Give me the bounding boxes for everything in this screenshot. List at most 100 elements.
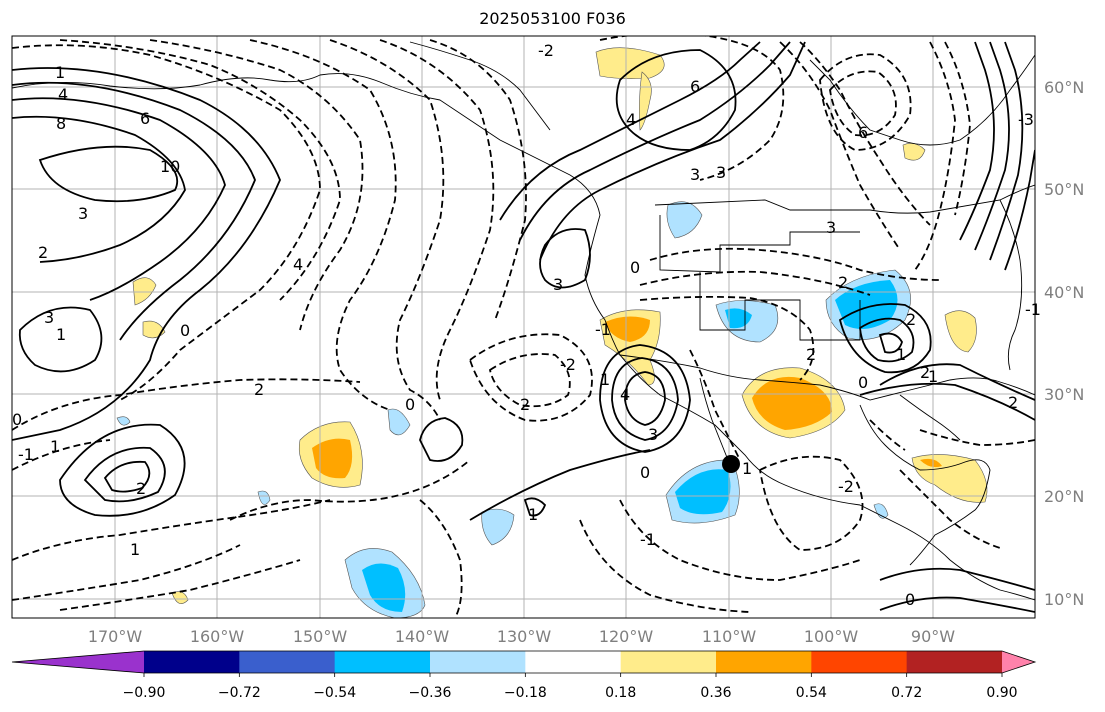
cool-patch	[116, 416, 131, 426]
contour-label: 1	[50, 437, 60, 456]
colorbar-segment	[811, 651, 908, 673]
colorbar-tick-label: −0.54	[313, 685, 356, 701]
warm-patch	[595, 47, 665, 79]
negative-contours	[12, 36, 1035, 618]
colorbar-segment	[334, 651, 431, 673]
colorbar-tick-label: −0.90	[123, 685, 166, 701]
coastlines	[12, 41, 1035, 601]
contour-label: 0	[640, 463, 650, 482]
contour-label: 2	[920, 363, 930, 382]
contour-label: 0	[12, 410, 22, 429]
lon-label: 120°W	[599, 627, 654, 646]
colorbar-tick-label: 0.54	[796, 685, 827, 701]
contour-label: -3	[1018, 110, 1034, 129]
lon-label: 170°W	[88, 627, 143, 646]
lon-label: 90°W	[911, 627, 955, 646]
contour-label: 0	[630, 258, 640, 277]
lat-label: 30°N	[1044, 385, 1084, 404]
lon-label: 160°W	[190, 627, 245, 646]
colorbar-tick-label: −0.72	[218, 685, 261, 701]
warm-patch	[132, 277, 157, 306]
cool-patch	[362, 563, 406, 612]
contour-label: 2	[254, 380, 264, 399]
lat-label: 40°N	[1044, 283, 1084, 302]
contour-label: 1	[742, 459, 752, 478]
contour-labels: 1 4 8 6 1 0 3 2 4 3 1 0 2 0 1 -1 2 1 -2 6…	[12, 41, 1041, 609]
colorbar-segment	[144, 651, 240, 673]
contour-label: 4	[293, 255, 303, 274]
contour-label: 4	[58, 85, 68, 104]
anomaly-shading	[116, 47, 988, 618]
contour-label: 8	[56, 114, 66, 133]
contour-label: 2	[838, 273, 848, 292]
contour-label: -2	[538, 41, 554, 60]
colorbar-tick-label: 0.72	[891, 685, 922, 701]
warm-patch	[752, 376, 832, 430]
contour-label: 3	[716, 163, 726, 182]
cool-patch	[675, 469, 731, 515]
colorbar-tick-label: −0.18	[504, 685, 547, 701]
contour-label: 2	[806, 345, 816, 364]
contour-label: 1	[928, 367, 938, 386]
cool-patch	[481, 508, 515, 546]
colorbar-tick-label: 0.90	[986, 685, 1017, 701]
contour-label: 6	[140, 109, 150, 128]
lon-label: 150°W	[293, 627, 348, 646]
positive-contours	[12, 41, 1035, 613]
contour-label: -1	[640, 530, 656, 549]
contour-label: 2	[520, 395, 530, 414]
contour-label: 2	[906, 310, 916, 329]
colorbar-extend-high	[1002, 651, 1035, 673]
colorbar-segment	[906, 651, 1003, 673]
lat-label: 20°N	[1044, 487, 1084, 506]
lat-label: 60°N	[1044, 78, 1084, 97]
contour-label: 0	[905, 590, 915, 609]
warm-patch	[171, 591, 189, 604]
lon-label: 100°W	[804, 627, 859, 646]
colorbar-extend-low	[12, 651, 144, 673]
lon-label: 140°W	[395, 627, 450, 646]
contour-label: -2	[838, 477, 854, 496]
colorbar-segment	[620, 651, 717, 673]
contour-label: 3	[44, 308, 54, 327]
contour-label: 3	[826, 218, 836, 237]
contour-label: -2	[560, 355, 576, 374]
warm-patch	[605, 316, 650, 342]
longitude-labels: 170°W 160°W 150°W 140°W 130°W 120°W 110°…	[88, 627, 955, 646]
contour-label: 2	[1008, 393, 1018, 412]
colorbar-segment	[716, 651, 812, 673]
cool-patch	[387, 408, 411, 436]
colorbar-segment	[239, 651, 336, 673]
contour-label: -1	[595, 320, 611, 339]
contour-label: 3	[648, 425, 658, 444]
cool-patch	[257, 490, 271, 505]
colorbar: −0.90 −0.72 −0.54 −0.36 −0.18 0.18 0.36 0.54 0.7…	[11, 650, 1037, 701]
contour-label: -1	[1025, 300, 1041, 319]
contour-label: 2	[136, 479, 146, 498]
contour-label: 1	[56, 325, 66, 344]
contour-label: 3	[553, 275, 563, 294]
contour-label: 3	[78, 204, 88, 223]
cool-patch	[666, 201, 703, 239]
warm-patch	[920, 458, 942, 468]
contour-label: 0	[180, 321, 190, 340]
colorbar-segment	[525, 651, 622, 673]
warm-patch	[312, 438, 353, 479]
warm-patch	[902, 143, 926, 161]
contour-label: 3	[690, 165, 700, 184]
location-marker	[722, 455, 740, 473]
contour-label: 2	[38, 243, 48, 262]
contour-label: 0	[858, 373, 868, 392]
colorbar-tick-label: 0.18	[605, 685, 636, 701]
contour-label: 1	[130, 540, 140, 559]
contour-label: 6	[858, 123, 868, 142]
contour-label: 4	[626, 110, 636, 129]
colorbar-tick-label: 0.36	[700, 685, 731, 701]
contour-label: 0	[405, 395, 415, 414]
contour-label: 6	[690, 77, 700, 96]
map-frame	[11, 35, 1036, 619]
lon-label: 130°W	[497, 627, 552, 646]
contour-label: 4	[620, 385, 630, 404]
colorbar-tick-label: −0.36	[409, 685, 452, 701]
contour-label: 1	[528, 505, 538, 524]
